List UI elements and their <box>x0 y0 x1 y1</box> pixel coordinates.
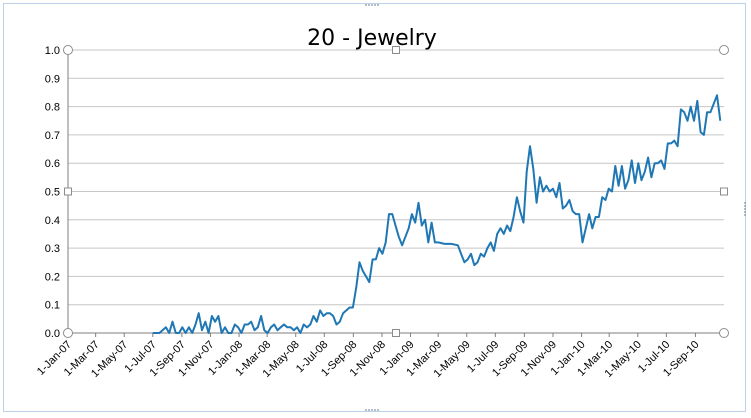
resize-handle-edge[interactable] <box>64 187 72 196</box>
resize-handle-edge[interactable] <box>392 329 400 337</box>
y-tick-label: 0.8 <box>45 102 60 114</box>
resize-handle-edge[interactable] <box>720 187 728 196</box>
y-tick-label: 0.7 <box>45 130 60 142</box>
frame-grip-dot[interactable] <box>377 409 379 411</box>
chart-frame[interactable] <box>3 3 746 412</box>
y-tick-label: 0.6 <box>45 158 60 170</box>
frame-grip-dot[interactable] <box>368 4 370 6</box>
series-layer <box>152 94 722 334</box>
y-axis-tick-labels: 0.0 0.1 0.2 0.3 0.4 0.5 0.6 0.7 0.8 0.9 1.0 <box>45 45 60 340</box>
y-tick-label: 1.0 <box>45 45 60 57</box>
frame-grip-dot[interactable] <box>374 409 376 411</box>
series-line <box>152 94 722 334</box>
y-tick-label: 0.9 <box>45 73 60 85</box>
resize-handle-corner[interactable] <box>719 45 729 55</box>
resize-handle-edge[interactable] <box>392 46 400 54</box>
frame-grip-dot[interactable] <box>365 4 367 6</box>
resize-handle-corner[interactable] <box>63 45 73 55</box>
y-tick-label: 0.3 <box>45 243 60 255</box>
frame-grip-dot[interactable] <box>744 211 746 213</box>
selection-handles[interactable] <box>63 4 746 411</box>
y-tick-label: 0.2 <box>45 271 60 283</box>
y-tick-label: 0.4 <box>45 215 60 227</box>
y-tick-label: 0.1 <box>45 300 60 312</box>
chart-title: 20 - Jewelry <box>307 26 437 51</box>
frame-grip-dot[interactable] <box>377 4 379 6</box>
frame-grip-dot[interactable] <box>744 202 746 204</box>
resize-handle-corner[interactable] <box>63 328 73 338</box>
gridlines <box>68 49 724 334</box>
frame-grip-dot[interactable] <box>371 4 373 6</box>
frame-grip-dot[interactable] <box>744 208 746 210</box>
frame-grip-dot[interactable] <box>744 205 746 207</box>
frame-grip-dot[interactable] <box>365 409 367 411</box>
resize-handle-corner[interactable] <box>719 328 729 338</box>
frame-grip-dot[interactable] <box>368 409 370 411</box>
frame-grip-dot[interactable] <box>371 409 373 411</box>
frame-grip-dot[interactable] <box>744 214 746 216</box>
y-tick-label: 0.5 <box>45 187 60 199</box>
frame-grip-dot[interactable] <box>374 4 376 6</box>
y-tick-label: 0.0 <box>45 328 60 340</box>
x-axis-tick-labels: 1-Jan-071-Mar-071-May-071-Jul-071-Sep-07… <box>35 333 702 380</box>
